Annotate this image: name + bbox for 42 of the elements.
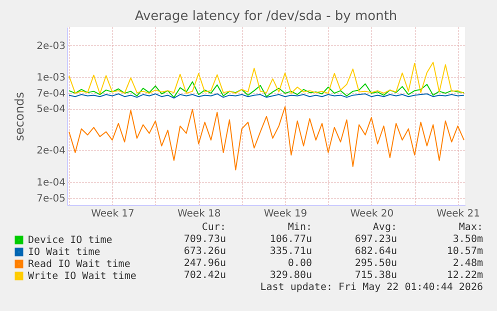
legend-label: IO Wait time (28, 247, 100, 258)
text: 709.73u (184, 234, 226, 246)
text: Min: (288, 222, 312, 234)
y-tick-label: 7e-04 (36, 88, 66, 100)
text: 702.42u (184, 270, 226, 282)
y-tick-label: 1e-03 (36, 72, 66, 84)
x-tick-label: Week 19 (264, 208, 308, 220)
y-tick-label: 1e-04 (36, 177, 66, 188)
y-tick-label: 2e-03 (36, 40, 66, 52)
text: 697.23u (354, 234, 397, 246)
legend-label: Write IO Wait time (28, 271, 136, 282)
y-tick-label: 7e-05 (36, 193, 66, 204)
line-series (68, 106, 464, 170)
text: 3.50m (452, 234, 483, 246)
text: Max: (458, 222, 483, 234)
text: 106.77u (270, 234, 312, 246)
x-tick-label: Week 17 (91, 208, 134, 220)
text: Last update: Fri May 22 01:40:44 2026 (260, 282, 483, 294)
text: 0.00 (288, 258, 312, 270)
y-axis-title: seconds (12, 92, 27, 142)
text: 295.50u (354, 258, 397, 270)
legend-label: Read IO Wait time (28, 259, 130, 270)
y-tick-label: 5e-04 (36, 104, 66, 116)
line-series (68, 62, 464, 94)
text: 682.64u (354, 246, 397, 258)
text: 10.57m (446, 246, 483, 258)
chart-title: Average latency for /dev/sda - by month (134, 9, 398, 24)
line-series (68, 81, 464, 98)
text: Avg: (372, 222, 397, 234)
text: 329.80u (270, 270, 312, 282)
text: 673.26u (184, 246, 226, 258)
x-tick-label: Week 20 (350, 208, 394, 220)
text: 335.71u (270, 246, 312, 258)
text: Cur: (202, 222, 226, 234)
y-tick-label: 2e-04 (36, 146, 66, 157)
text: 2.48m (452, 258, 483, 270)
legend-label: Device IO time (28, 235, 112, 246)
text: 12.22m (446, 270, 483, 282)
text: 715.38u (354, 270, 397, 282)
text: 247.96u (184, 258, 226, 270)
x-tick-label: Week 21 (436, 208, 480, 220)
x-tick-label: Week 18 (177, 208, 221, 220)
